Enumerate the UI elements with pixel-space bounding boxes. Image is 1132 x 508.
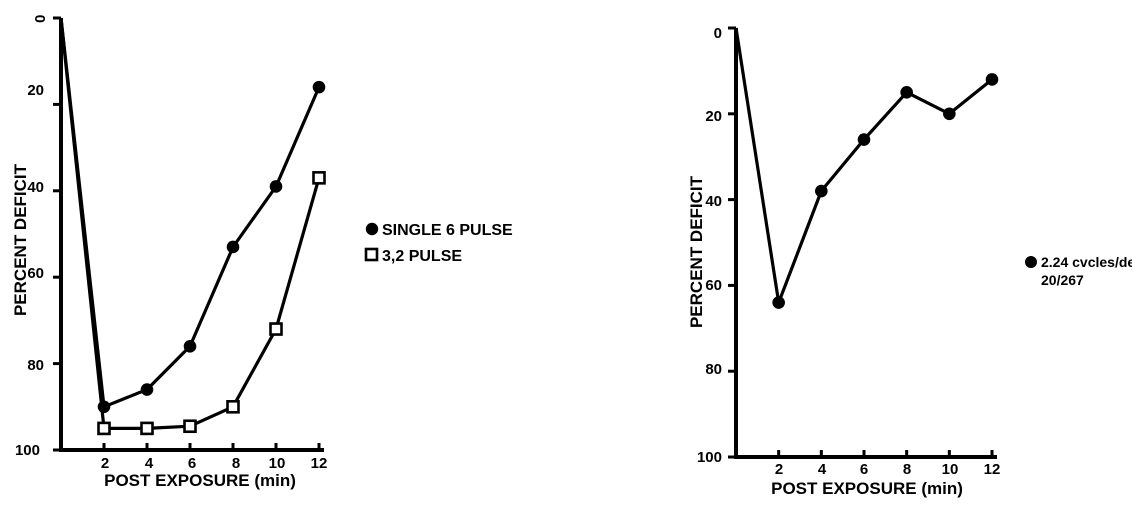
y-axis-title: PERCENT DEFICIT bbox=[11, 163, 30, 316]
data-point-circle bbox=[226, 240, 240, 254]
data-point-square bbox=[269, 322, 283, 336]
y-tick-label: 100 bbox=[697, 449, 722, 466]
y-tick-label: 20 bbox=[705, 108, 722, 125]
y-tick-label: 80 bbox=[27, 357, 44, 374]
legend-label-line2: 20/267 bbox=[1041, 272, 1084, 288]
series-line bbox=[734, 27, 994, 305]
x-tick-labels: 2 4 6 8 10 12 bbox=[101, 455, 328, 472]
x-tick-label: 6 bbox=[860, 461, 868, 478]
legend-label: 3,2 PULSE bbox=[382, 248, 462, 265]
y-tick-label: 80 bbox=[705, 361, 722, 378]
x-tick-group bbox=[777, 450, 994, 457]
plot-area bbox=[59, 17, 326, 436]
y-tick-label: 60 bbox=[705, 277, 722, 294]
data-point-circle bbox=[772, 296, 785, 309]
legend-label: 2.24 cvcles/deg bbox=[1041, 254, 1132, 270]
x-axis-title: POST EXPOSURE (min) bbox=[104, 471, 296, 490]
x-tick-label: 8 bbox=[232, 455, 240, 472]
y-tick-labels: 0 20 40 60 80 100 bbox=[15, 15, 48, 459]
x-tick-group bbox=[102, 443, 321, 450]
y-axis-title: PERCENT DEFICIT bbox=[687, 175, 706, 328]
y-tick-label: 100 bbox=[15, 442, 40, 459]
data-point-square bbox=[97, 421, 111, 436]
legend-marker-open-square bbox=[364, 247, 379, 262]
legend-marker-filled-circle bbox=[365, 222, 379, 236]
data-point-square bbox=[226, 399, 240, 414]
data-point-circle bbox=[985, 73, 999, 86]
data-point-circle bbox=[183, 340, 197, 353]
y-tick-label: 40 bbox=[705, 193, 722, 210]
y-tick-label: 0 bbox=[714, 25, 722, 42]
data-point-square bbox=[312, 171, 326, 185]
x-tick-label: 2 bbox=[101, 455, 109, 472]
x-tick-label: 4 bbox=[818, 461, 827, 478]
data-point-circle bbox=[140, 383, 154, 396]
x-tick-label: 8 bbox=[903, 461, 911, 478]
x-tick-label: 4 bbox=[145, 455, 154, 472]
legend: 2.24 cvcles/deg 20/267 bbox=[1025, 254, 1132, 288]
chart-left: 0 20 40 60 80 100 2 4 6 8 10 12 POST EXP… bbox=[11, 15, 513, 490]
x-tick-label: 10 bbox=[942, 461, 959, 478]
legend-label: SINGLE 6 PULSE bbox=[382, 222, 513, 239]
legend-marker-filled-circle bbox=[1025, 256, 1037, 268]
x-axis-title: POST EXPOSURE (min) bbox=[771, 479, 963, 498]
data-point-square bbox=[140, 421, 154, 436]
legend: SINGLE 6 PULSE 3,2 PULSE bbox=[364, 222, 513, 265]
data-point-circle bbox=[815, 184, 828, 198]
y-tick-label: 40 bbox=[27, 179, 44, 196]
data-point-circle bbox=[943, 107, 956, 121]
chart-right: 0 20 40 60 80 100 2 4 6 8 10 12 POST EXP… bbox=[687, 25, 1132, 498]
data-point-circle bbox=[900, 86, 913, 99]
x-tick-label: 10 bbox=[269, 455, 286, 472]
x-tick-labels: 2 4 6 8 10 12 bbox=[775, 461, 1001, 478]
data-point-square bbox=[183, 419, 197, 434]
y-tick-group bbox=[728, 26, 736, 459]
x-tick-label: 2 bbox=[775, 461, 783, 478]
x-tick-label: 12 bbox=[311, 455, 328, 472]
y-tick-label: 0 bbox=[31, 15, 48, 23]
data-point-circle bbox=[857, 133, 871, 146]
data-point-circle bbox=[269, 180, 283, 193]
y-tick-group bbox=[53, 16, 61, 452]
y-tick-label: 20 bbox=[27, 82, 44, 99]
y-tick-labels: 0 20 40 60 80 100 bbox=[697, 25, 722, 466]
plot-area bbox=[734, 27, 999, 309]
data-point-circle bbox=[312, 80, 326, 94]
x-tick-label: 6 bbox=[188, 455, 196, 472]
x-tick-label: 12 bbox=[984, 461, 1001, 478]
data-point-circle bbox=[97, 400, 111, 414]
y-tick-label: 60 bbox=[27, 265, 44, 282]
